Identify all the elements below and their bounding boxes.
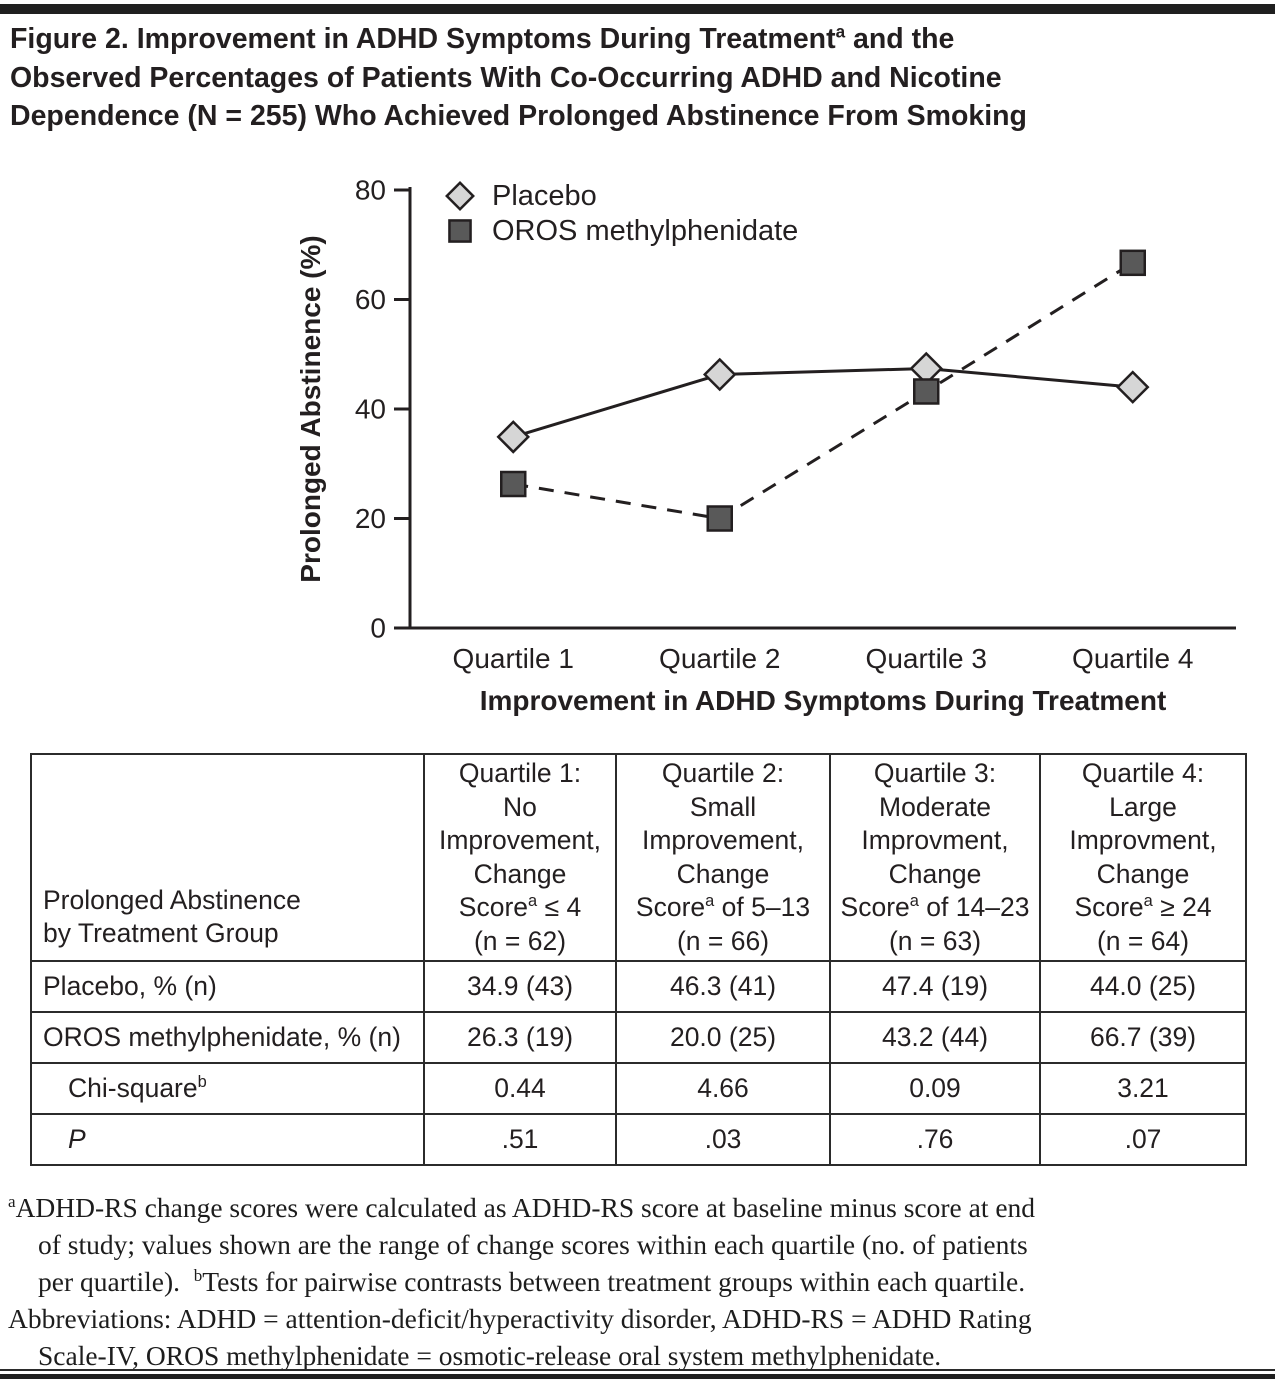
x-axis-title: Improvement in ADHD Symptoms During Trea… bbox=[480, 685, 1167, 716]
marker-square bbox=[706, 505, 733, 532]
table-cell: 26.3 (19) bbox=[423, 1011, 617, 1064]
text-segment: per quartile). bbox=[38, 1266, 194, 1297]
table-row: P .51.03.76.07 bbox=[30, 1113, 1247, 1166]
table-cell: 47.4 (19) bbox=[829, 960, 1041, 1013]
marker-square bbox=[913, 378, 940, 405]
text-segment: Observed Percentages of Patients With Co… bbox=[10, 61, 1002, 94]
text-line: Abbreviations: ADHD = attention-deficit/… bbox=[8, 1300, 1270, 1337]
table-cell: .51 bbox=[423, 1113, 617, 1166]
superscript: a bbox=[835, 22, 846, 42]
text-line: Observed Percentages of Patients With Co… bbox=[10, 59, 1270, 98]
y-tick-label: 80 bbox=[355, 175, 386, 206]
table-cell: .07 bbox=[1039, 1113, 1247, 1166]
table-row-label: Chi-squareb bbox=[30, 1062, 425, 1115]
top-accent-bar bbox=[0, 4, 1275, 14]
table-column-header: Quartile 4: Large Improvment, Change Scorea … bbox=[1039, 753, 1247, 962]
table-cell: 43.2 (44) bbox=[829, 1011, 1041, 1064]
legend-marker-diamond bbox=[445, 181, 475, 211]
table-cell: 34.9 (43) bbox=[423, 960, 617, 1013]
legend-label: Placebo bbox=[492, 180, 597, 212]
x-tick-label: Quartile 3 bbox=[866, 643, 987, 674]
table-row-label: P bbox=[30, 1113, 425, 1166]
table-cell: 4.66 bbox=[615, 1062, 831, 1115]
table-corner-header: Prolonged Abstinence by Treatment Group bbox=[30, 753, 425, 962]
results-table: Prolonged Abstinence by Treatment Group Qu… bbox=[30, 753, 1247, 1166]
x-tick-label: Quartile 2 bbox=[659, 643, 780, 674]
table-cell: 66.7 (39) bbox=[1039, 1011, 1247, 1064]
bottom-rule-thick bbox=[0, 1374, 1275, 1379]
table-cell: 0.44 bbox=[423, 1062, 617, 1115]
text-line: Dependence (N = 255) Who Achieved Prolon… bbox=[10, 97, 1270, 136]
marker-diamond bbox=[496, 420, 531, 454]
marker-square bbox=[1119, 249, 1146, 277]
legend-marker-square bbox=[448, 219, 472, 243]
y-tick-label: 0 bbox=[370, 613, 386, 644]
abstinence-line-chart: 0 20 40 60 80 Quartile 1 Quartile 2 Quartile 3 Q… bbox=[295, 175, 1236, 716]
footnotes: aADHD-RS change scores were calculated a… bbox=[8, 1189, 1270, 1374]
marker-diamond bbox=[1115, 370, 1150, 404]
x-tick-label: Quartile 1 bbox=[453, 643, 574, 674]
text-segment: ADHD-RS change scores were calculated as… bbox=[15, 1192, 1036, 1223]
text-segment: Dependence (N = 255) Who Achieved Prolon… bbox=[10, 100, 1027, 132]
table-cell: 20.0 (25) bbox=[615, 1011, 831, 1064]
table-row: Chi-squareb 0.44 4.66 0.09 3.21 bbox=[30, 1062, 1247, 1115]
table-cell: 0.09 bbox=[829, 1062, 1041, 1115]
table-row-label: Placebo, % (n) bbox=[30, 960, 425, 1013]
bottom-rule-thin bbox=[0, 1369, 1275, 1371]
table-cell: 44.0 (25) bbox=[1039, 960, 1247, 1013]
marker-square bbox=[500, 470, 527, 498]
text-line: Scale-IV, OROS methylphenidate = osmotic… bbox=[8, 1337, 1270, 1374]
superscript: b bbox=[193, 1265, 203, 1285]
text-segment: Scale-IV, OROS methylphenidate = osmotic… bbox=[38, 1340, 942, 1371]
figure-title: Figure 2. Improvement in ADHD Symptoms D… bbox=[10, 20, 1270, 136]
text-line: of study; values shown are the range of … bbox=[8, 1226, 1270, 1263]
superscript: a bbox=[8, 1191, 16, 1211]
table-cell: 46.3 (41) bbox=[615, 960, 831, 1013]
marker-diamond bbox=[702, 357, 737, 392]
series-line-placebo bbox=[512, 366, 1133, 439]
table-row: Placebo, % (n) 34.9 (43) 46.3 (41) 47.4 (19… bbox=[30, 960, 1247, 1013]
table-column-header: Quartile 2: Small Improvement, Change Scorea… bbox=[615, 753, 831, 962]
legend-label: OROS methylphenidate bbox=[492, 215, 798, 247]
text-line: per quartile). bTests for pairwise contr… bbox=[8, 1263, 1270, 1300]
text-line: Figure 2. Improvement in ADHD Symptoms D… bbox=[10, 20, 1270, 59]
table-cell: 3.21 bbox=[1039, 1062, 1247, 1115]
text-segment: Abbreviations: ADHD = attention-deficit/… bbox=[8, 1303, 1032, 1334]
table-column-header: Quartile 3: Moderate Improvment, Change Scor… bbox=[829, 753, 1041, 962]
table-column-header: Quartile 1: No Improvement, Change Scorea ≤ … bbox=[423, 753, 617, 962]
text-segment: Figure 2. Improvement in ADHD Symptoms D… bbox=[10, 23, 836, 55]
table-cell: .03 bbox=[615, 1113, 831, 1166]
table-cell: .76 bbox=[829, 1113, 1041, 1166]
y-axis-title: Prolonged Abstinence (%) bbox=[295, 235, 326, 582]
y-tick-label: 40 bbox=[355, 394, 386, 425]
series-line-oros-methylphenidate bbox=[513, 261, 1134, 521]
text-segment: Tests for pairwise contrasts between tre… bbox=[202, 1266, 1026, 1297]
axes bbox=[408, 187, 1236, 630]
x-tick-label: Quartile 4 bbox=[1072, 643, 1193, 674]
text-line: aADHD-RS change scores were calculated a… bbox=[8, 1189, 1270, 1226]
text-segment: and the bbox=[845, 23, 955, 55]
text-segment: of study; values shown are the range of … bbox=[38, 1229, 1028, 1260]
y-tick-label: 60 bbox=[355, 284, 386, 315]
table-row: OROS methylphenidate, % (n) 26.3 (19) 20.0… bbox=[30, 1011, 1247, 1064]
table-row-label: OROS methylphenidate, % (n) bbox=[30, 1011, 425, 1064]
y-tick-label: 20 bbox=[355, 503, 386, 534]
